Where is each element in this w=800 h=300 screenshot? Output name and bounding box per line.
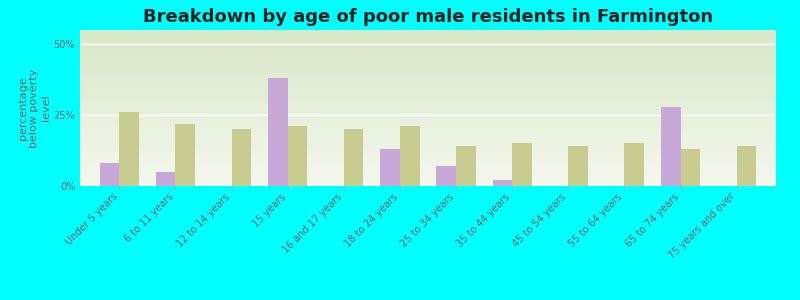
Bar	[268, 78, 288, 186]
Bar	[437, 166, 456, 186]
Bar	[625, 143, 644, 186]
Bar	[231, 129, 251, 186]
Bar	[737, 146, 756, 186]
Bar	[288, 126, 307, 186]
Bar	[493, 180, 512, 186]
Bar	[568, 146, 588, 186]
Y-axis label: percentage
below poverty
level: percentage below poverty level	[18, 68, 50, 148]
Bar	[380, 149, 400, 186]
Bar	[156, 172, 175, 186]
Bar	[456, 146, 476, 186]
Bar	[681, 149, 700, 186]
Bar	[344, 129, 363, 186]
Bar	[512, 143, 532, 186]
Bar	[661, 106, 681, 186]
Bar	[100, 163, 119, 186]
Title: Breakdown by age of poor male residents in Farmington: Breakdown by age of poor male residents …	[143, 8, 713, 26]
Bar	[175, 124, 195, 186]
Bar	[400, 126, 419, 186]
Bar	[119, 112, 139, 186]
